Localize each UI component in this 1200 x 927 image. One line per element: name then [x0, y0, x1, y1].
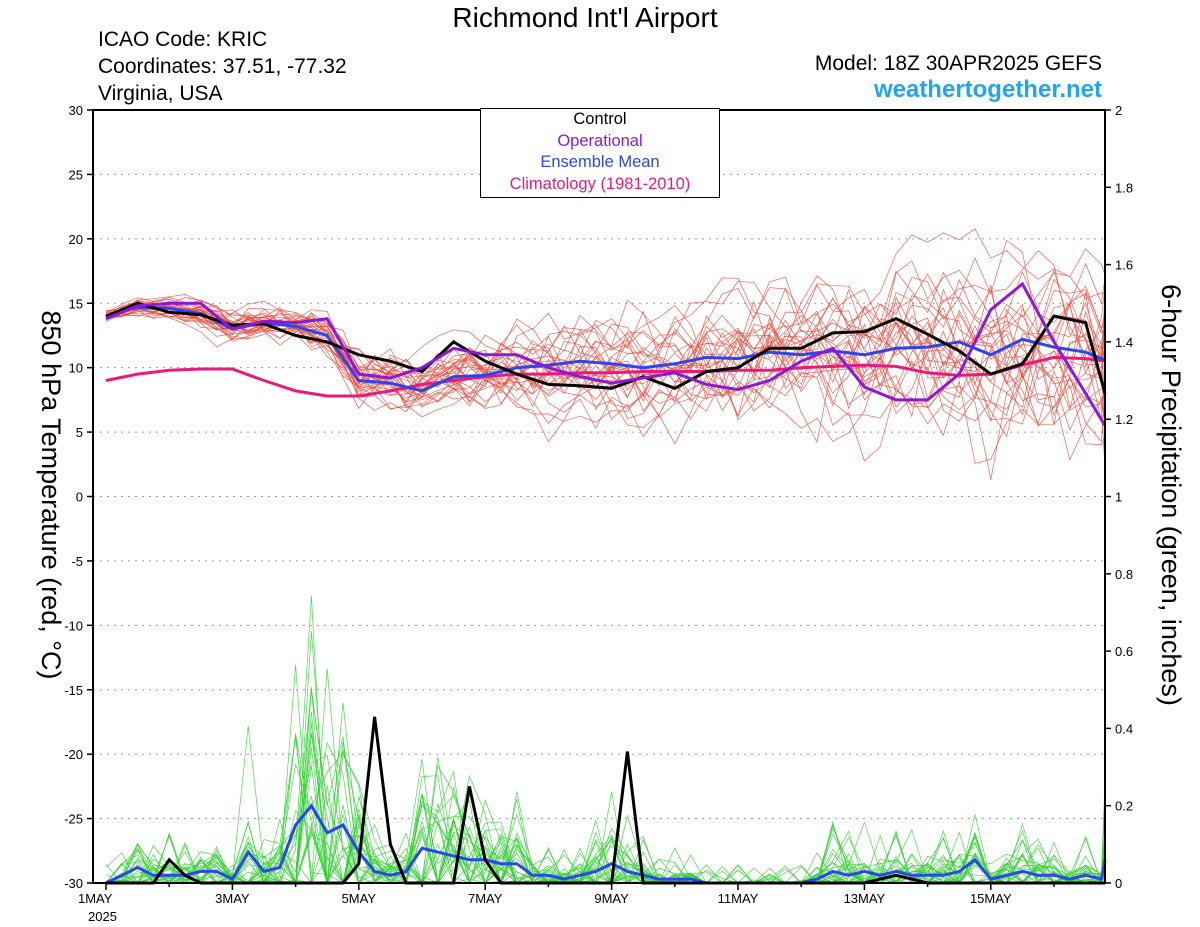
- x-tick-label: 9MAY: [594, 891, 629, 906]
- y-tick-label: -25: [64, 812, 83, 827]
- y-axis-label: 850 hPa Temperature (red, °C): [36, 311, 66, 680]
- y2-tick-label: 0.4: [1115, 721, 1133, 736]
- y2-tick-label: 1.6: [1115, 258, 1133, 273]
- legend-operational: Operational: [557, 131, 643, 150]
- region: Virginia, USA: [98, 82, 223, 105]
- main-series: [105, 281, 1107, 885]
- chart-title: Richmond Int'l Airport: [452, 2, 718, 33]
- temp-member-line: [105, 291, 1106, 428]
- temp-member-line: [105, 309, 1106, 464]
- x-tick-label: 15MAY: [970, 891, 1012, 906]
- temp-member-line: [105, 272, 1106, 400]
- y-tick-label: 5: [76, 425, 83, 440]
- x-tick-label: 11MAY: [718, 891, 759, 906]
- temp-member-line: [105, 277, 1106, 461]
- precip-member-line: [105, 756, 1106, 884]
- model-run: Model: 18Z 30APR2025 GEFS: [814, 52, 1102, 75]
- site-link[interactable]: weathertogether.net: [873, 76, 1102, 103]
- y-tick-label: 10: [69, 361, 83, 376]
- y2-tick-label: 0.8: [1115, 567, 1133, 582]
- coordinates: Coordinates: 37.51, -77.32: [98, 55, 347, 78]
- temp-mean-line: [105, 305, 1106, 393]
- precip-member-line: [106, 793, 1106, 884]
- legend-ensemble-mean: Ensemble Mean: [540, 153, 660, 171]
- legend-climatology: Climatology (1981-2010): [509, 174, 691, 193]
- y-tick-label: -5: [71, 554, 83, 569]
- precip-ensemble-members: [105, 595, 1106, 885]
- y2-tick-label: 0.2: [1115, 799, 1133, 814]
- climatology-line: [105, 355, 1106, 398]
- y-tick-label: 20: [69, 232, 83, 247]
- axis-labels: 850 hPa Temperature (red, °C) 6-hour Pre…: [36, 284, 1186, 706]
- y-tick-label: -10: [64, 618, 83, 633]
- y2-tick-label: 0.6: [1115, 644, 1133, 659]
- temp-member-line: [105, 297, 1106, 462]
- axis-ticks: -30-25-20-15-10-505101520253000.20.40.60…: [64, 103, 1133, 924]
- precip-member-line: [106, 741, 1106, 884]
- y2-tick-label: 2: [1115, 103, 1122, 118]
- precip-member-line: [106, 686, 1106, 884]
- x-tick-label: 13MAY: [844, 891, 886, 906]
- temp-member-line: [105, 291, 1106, 428]
- y-tick-label: 15: [69, 296, 83, 311]
- temp-member-line: [105, 302, 1106, 403]
- legend-control: Control: [573, 110, 627, 128]
- grid-lines: [93, 173, 1105, 820]
- y-tick-label: -30: [64, 876, 83, 891]
- y2-tick-label: 0: [1115, 876, 1122, 891]
- x-tick-label: 3MAY: [215, 891, 250, 906]
- y2-tick-label: 1: [1115, 490, 1122, 505]
- precip-member-line: [105, 595, 1105, 884]
- y2-axis-label: 6-hour Precipitation (green, inches): [1156, 284, 1186, 706]
- x-tick-label: 5MAY: [342, 891, 377, 906]
- temp-control-line: [105, 301, 1107, 394]
- temp-ensemble-members: [105, 228, 1106, 480]
- y2-tick-label: 1.4: [1115, 335, 1133, 350]
- y2-tick-label: 1.2: [1115, 412, 1133, 427]
- legend: Control Operational Ensemble Mean Climat…: [480, 108, 720, 198]
- x-tick-label: 7MAY: [468, 891, 503, 906]
- y-tick-label: -20: [64, 747, 83, 762]
- y-tick-label: 30: [69, 103, 83, 118]
- precip-member-line: [105, 690, 1106, 885]
- x-tick-sublabel: 2025: [88, 909, 117, 924]
- y-tick-label: 25: [69, 167, 83, 182]
- y-tick-label: 0: [76, 490, 83, 505]
- y2-tick-label: 1.8: [1115, 180, 1133, 195]
- temp-operational-line: [105, 281, 1107, 427]
- precip-member-line: [105, 754, 1106, 884]
- temp-member-line: [105, 305, 1106, 446]
- precip-mean-line: [105, 803, 1107, 885]
- x-tick-label: 1MAY: [78, 891, 113, 906]
- temp-member-line: [105, 300, 1106, 431]
- precip-member-line: [106, 689, 1105, 884]
- y-tick-label: -15: [64, 683, 83, 698]
- icao-code: ICAO Code: KRIC: [98, 28, 268, 51]
